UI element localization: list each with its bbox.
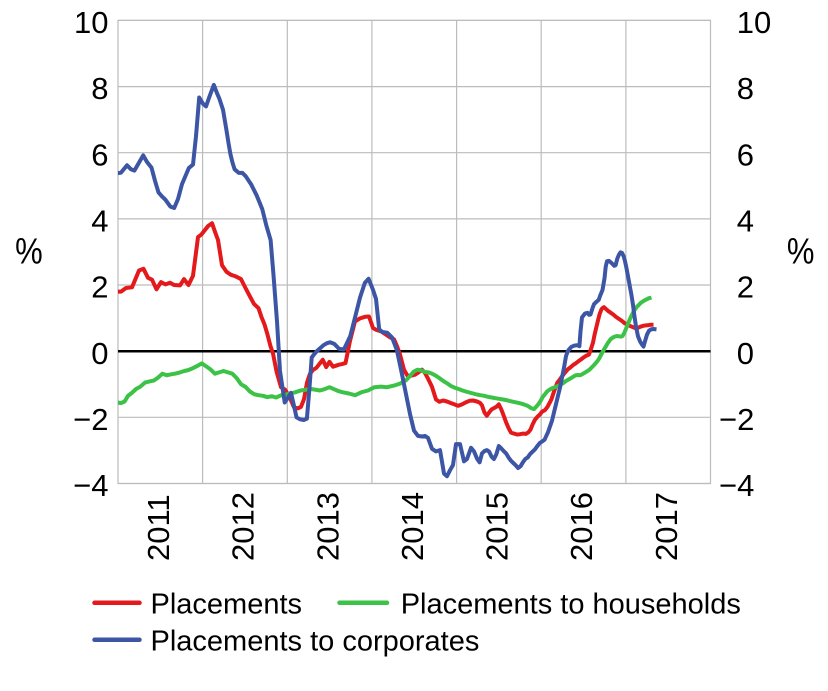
svg-text:6: 6 bbox=[91, 137, 108, 172]
svg-text:2014: 2014 bbox=[395, 492, 430, 561]
svg-text:−2: −2 bbox=[73, 402, 108, 437]
svg-text:Placements to corporates: Placements to corporates bbox=[151, 625, 480, 657]
svg-text:2012: 2012 bbox=[226, 492, 261, 561]
svg-text:2011: 2011 bbox=[141, 494, 176, 561]
svg-text:%: % bbox=[787, 231, 815, 272]
svg-text:2016: 2016 bbox=[564, 492, 599, 561]
svg-text:−2: −2 bbox=[719, 402, 754, 437]
svg-text:8: 8 bbox=[91, 71, 108, 106]
svg-text:4: 4 bbox=[91, 204, 108, 239]
svg-text:10: 10 bbox=[737, 5, 771, 40]
svg-text:−4: −4 bbox=[719, 468, 754, 503]
svg-text:%: % bbox=[15, 231, 43, 272]
svg-text:6: 6 bbox=[737, 137, 754, 172]
svg-text:2013: 2013 bbox=[310, 492, 345, 561]
svg-text:4: 4 bbox=[737, 204, 754, 239]
svg-text:10: 10 bbox=[74, 5, 108, 40]
svg-text:8: 8 bbox=[737, 71, 754, 106]
svg-text:0: 0 bbox=[737, 336, 754, 371]
svg-text:Placements to households: Placements to households bbox=[401, 589, 741, 621]
svg-text:2017: 2017 bbox=[649, 492, 684, 561]
svg-text:Placements: Placements bbox=[151, 589, 303, 621]
svg-text:2: 2 bbox=[91, 270, 108, 305]
svg-text:0: 0 bbox=[91, 336, 108, 371]
svg-text:−4: −4 bbox=[73, 468, 108, 503]
svg-text:2015: 2015 bbox=[480, 492, 515, 561]
svg-text:2: 2 bbox=[737, 270, 754, 305]
